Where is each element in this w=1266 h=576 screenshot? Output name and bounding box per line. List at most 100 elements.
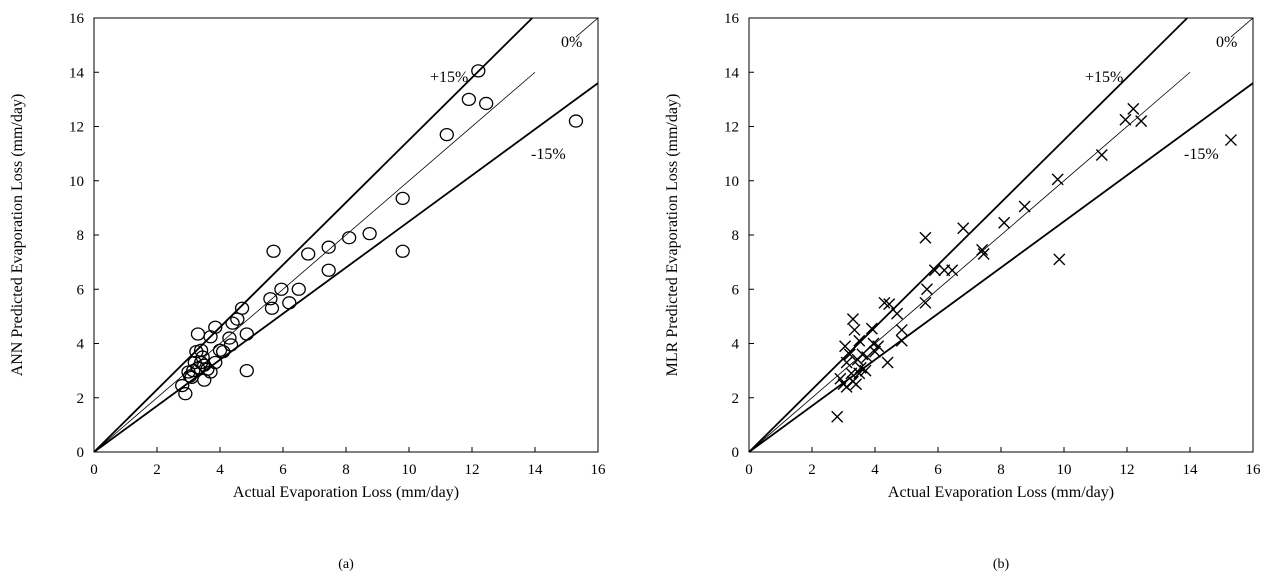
panel-caption: (b) xyxy=(993,557,1010,572)
reference-line-label: 0% xyxy=(561,34,582,51)
data-point xyxy=(291,282,306,296)
data-point xyxy=(1053,253,1066,266)
data-point xyxy=(853,334,866,347)
y-tick-label: 0 xyxy=(77,445,85,461)
data-point xyxy=(843,348,856,361)
data-point xyxy=(839,340,852,353)
y-tick-label: 14 xyxy=(69,65,85,81)
y-tick-label: 6 xyxy=(77,282,85,298)
data-point xyxy=(195,350,210,364)
y-tick-label: 10 xyxy=(724,174,739,190)
reference-line-plus15 xyxy=(749,18,1188,452)
x-tick-label: 2 xyxy=(808,462,816,478)
data-point xyxy=(859,364,872,377)
data-point xyxy=(282,296,297,310)
data-point xyxy=(225,316,240,330)
data-point xyxy=(869,345,881,358)
x-tick-label: 16 xyxy=(591,462,607,478)
data-point xyxy=(215,344,231,359)
x-tick-label: 8 xyxy=(997,462,1005,478)
data-point xyxy=(208,355,223,370)
reference-line-label: +15% xyxy=(430,69,468,86)
data-point xyxy=(895,334,908,347)
data-point xyxy=(1095,148,1108,161)
y-tick-label: 4 xyxy=(732,337,740,353)
reference-line-minus15 xyxy=(749,82,1253,452)
x-tick-label: 6 xyxy=(934,462,942,478)
y-tick-label: 2 xyxy=(732,391,740,407)
data-point xyxy=(222,331,237,345)
data-point xyxy=(850,378,863,391)
x-tick-label: 0 xyxy=(90,462,98,478)
data-point xyxy=(439,127,454,142)
data-point xyxy=(341,231,357,245)
panel-caption: (a) xyxy=(338,557,354,572)
reference-line-zero-tail xyxy=(1230,18,1253,38)
data-point xyxy=(1018,200,1031,213)
reference-line-label: 0% xyxy=(1216,34,1237,51)
data-point xyxy=(568,114,584,128)
reference-line-label: -15% xyxy=(531,146,566,163)
data-point xyxy=(1135,115,1148,128)
data-point xyxy=(865,322,878,335)
data-point xyxy=(395,244,410,258)
y-tick-label: 16 xyxy=(69,11,85,27)
data-point xyxy=(471,64,486,78)
x-tick-label: 8 xyxy=(342,462,350,478)
data-point xyxy=(861,351,874,364)
y-tick-label: 14 xyxy=(724,65,740,81)
y-axis-title: ANN Predicted Evaporation Loss (mm/day) xyxy=(9,94,26,377)
data-point xyxy=(872,340,885,353)
panel-a: +15% 0% -15% 0 2 4 6 8 10 12 14 16 0 2 4 6 8 10 12 14 16 Actu… xyxy=(9,11,606,572)
data-point xyxy=(175,378,190,393)
x-tick-label: 2 xyxy=(153,462,161,478)
data-point xyxy=(395,191,410,206)
data-point xyxy=(881,356,894,369)
data-point xyxy=(891,307,904,320)
data-points xyxy=(175,64,584,401)
data-point xyxy=(234,301,250,315)
data-point xyxy=(321,263,336,277)
data-point xyxy=(1051,173,1064,186)
data-point xyxy=(1127,102,1140,115)
data-point xyxy=(946,264,959,277)
data-point xyxy=(301,247,316,261)
reference-line-zero xyxy=(749,71,1191,452)
data-point xyxy=(190,327,206,341)
x-axis-title: Actual Evaporation Loss (mm/day) xyxy=(233,484,459,501)
data-point xyxy=(223,338,239,352)
data-point xyxy=(846,313,859,326)
y-tick-label: 10 xyxy=(69,174,84,190)
data-point xyxy=(362,226,377,241)
reference-line-zero-tail xyxy=(575,18,598,38)
y-tick-label: 2 xyxy=(77,391,85,407)
x-tick-label: 4 xyxy=(216,462,224,478)
data-point xyxy=(976,243,989,256)
x-tick-label: 14 xyxy=(1183,462,1199,478)
data-point xyxy=(263,292,278,306)
data-point xyxy=(998,216,1011,229)
x-tick-label: 14 xyxy=(528,462,544,478)
reference-lines xyxy=(749,18,1253,452)
data-point xyxy=(479,96,494,111)
data-point xyxy=(977,247,990,260)
data-point xyxy=(840,356,853,369)
reference-line-zero xyxy=(94,71,536,452)
x-tick-label: 6 xyxy=(279,462,287,478)
x-tick-label: 10 xyxy=(1057,462,1072,478)
y-tick-label: 0 xyxy=(732,445,740,461)
x-tick-label: 10 xyxy=(402,462,417,478)
y-tick-label: 6 xyxy=(732,282,740,298)
x-tick-label: 4 xyxy=(871,462,879,478)
panel-b: +15% 0% -15% 0 2 4 6 8 10 12 14 16 0 2 4 6 8 10 12 14 16 Actu… xyxy=(664,11,1261,572)
data-point xyxy=(920,283,933,296)
data-point xyxy=(1119,113,1132,126)
data-point xyxy=(957,222,970,235)
data-point xyxy=(321,240,336,254)
data-point xyxy=(928,264,941,277)
y-tick-label: 16 xyxy=(724,11,740,27)
x-tick-label: 0 xyxy=(745,462,753,478)
data-point xyxy=(274,282,289,296)
reference-line-label: -15% xyxy=(1184,146,1219,163)
